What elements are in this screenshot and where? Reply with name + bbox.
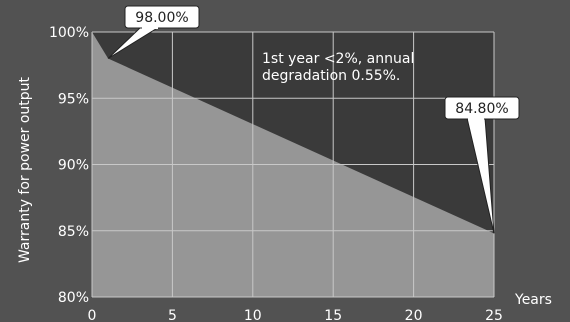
y-tick-label-4: 100% <box>49 25 89 41</box>
callout-box-0 <box>124 5 200 29</box>
degradation-note-line-1: 1st year <2%, annual <box>262 51 414 67</box>
callout-joint-0 <box>142 26 158 29</box>
x-tick-label-3: 15 <box>324 308 342 322</box>
callout-joint-1 <box>468 117 484 120</box>
y-tick-label-2: 90% <box>58 158 89 174</box>
callout-label-0: 98.00% <box>135 10 188 26</box>
callout-label-1: 84.80% <box>455 101 508 117</box>
x-tick-label-1: 5 <box>168 308 177 322</box>
x-axis-title: Years <box>514 292 552 308</box>
y-tick-label-0: 80% <box>58 290 89 306</box>
y-tick-label-3: 95% <box>58 91 89 107</box>
callout-1: 84.80% <box>444 96 520 234</box>
y-tick-label-1: 85% <box>58 224 89 240</box>
x-tick-label-5: 25 <box>485 308 503 322</box>
callout-0: 98.00% <box>107 5 200 59</box>
degradation-note: 1st year <2%, annual degradation 0.55%. <box>262 51 419 84</box>
x-tick-label-0: 0 <box>88 308 97 322</box>
x-tick-label-4: 20 <box>405 308 423 322</box>
x-tick-label-2: 10 <box>244 308 262 322</box>
degradation-note-line-2: degradation 0.55%. <box>262 68 400 84</box>
y-axis-title: Warranty for power output <box>17 76 33 263</box>
